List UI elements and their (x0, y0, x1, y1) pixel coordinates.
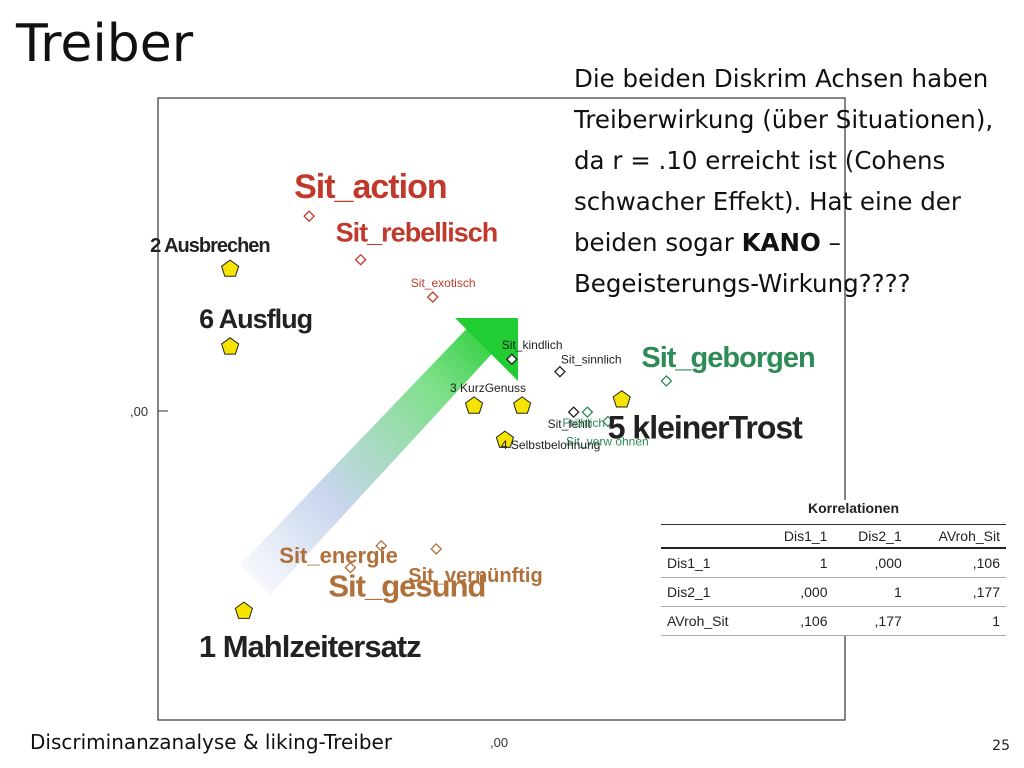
explanation-note: Die beiden Diskrim Achsen haben Treiberw… (574, 58, 1014, 304)
table-cell: ,000 (759, 577, 834, 607)
table-row: Dis2_1 ,000 1 ,177 (661, 577, 1006, 607)
column-header: Dis1_1 (759, 524, 834, 549)
table-header-row: Dis1_1 Dis2_1 AVroh_Sit (661, 524, 1006, 549)
diamond-point (426, 291, 439, 303)
diamond-point (581, 406, 594, 419)
point-label: Sit_vernünftig (408, 565, 542, 587)
diamond-point (430, 543, 443, 555)
pentagon-point (495, 430, 515, 448)
page-number: 25 (992, 738, 1010, 754)
arrow-head (455, 318, 518, 381)
table-row: Dis1_1 1 ,000 ,106 (661, 548, 1006, 578)
table-cell: 1 (759, 548, 834, 578)
point-label: Sit_fehlt (548, 417, 592, 431)
point-label: Sit_energie (279, 543, 398, 568)
note-text-2: – Begeisterungs-Wirkung???? (574, 228, 911, 298)
diamond-point (567, 406, 580, 419)
diamond-point (553, 365, 566, 378)
table-cell: ,177 (907, 577, 1006, 607)
table-cell: ,000 (833, 548, 908, 578)
row-label: Dis2_1 (661, 577, 760, 607)
correlation-table: Korrelationen Dis1_1 Dis2_1 AVroh_Sit Di… (661, 500, 1006, 636)
point-label: Sit_geborgen (641, 342, 814, 374)
trend-arrow (240, 318, 518, 595)
row-label: Dis1_1 (661, 548, 760, 578)
point-label: Sit_rebellisch (336, 218, 498, 248)
pentagon-point (221, 259, 240, 277)
row-label: AVroh_Sit (661, 606, 760, 636)
point-label: 1 Mahlzeitersatz (199, 629, 421, 664)
point-label: Sit_gesund (328, 569, 485, 604)
point-label: 3 KurzGenuss (450, 381, 526, 395)
slide-footer: Discriminanzanalyse & liking-Treiber (30, 730, 393, 754)
x-zero-tick-label: ,00 (490, 735, 508, 750)
point-label: Sit_exotisch (411, 276, 476, 290)
pentagon-point (464, 396, 484, 414)
diamond-point (660, 375, 673, 387)
pentagon-point (221, 337, 240, 355)
pentagon-point (612, 390, 631, 408)
note-text-1: Die beiden Diskrim Achsen haben Treiberw… (574, 64, 994, 257)
point-label: 4 Selbstbelohnung (501, 438, 600, 452)
point-label: Fröhlich (562, 416, 605, 430)
axis-ticks: ,00 ,00 (130, 404, 508, 750)
point-label: Sit_kindlich (502, 338, 563, 352)
diamond-point (375, 539, 388, 552)
y-zero-tick-label: ,00 (130, 404, 148, 419)
diamond-point (344, 561, 357, 574)
point-label: 5 kleinerTrost (608, 410, 803, 446)
diamond-point (354, 253, 367, 266)
arrow-shaft (240, 320, 500, 595)
column-header: Dis2_1 (833, 524, 908, 549)
table-cell: ,106 (907, 548, 1006, 578)
correlation-grid: Dis1_1 Dis2_1 AVroh_Sit Dis1_1 1 ,000 ,1… (661, 524, 1006, 636)
table-cell: 1 (833, 577, 908, 607)
pentagon-point (234, 601, 253, 619)
slide-title: Treiber (16, 14, 194, 74)
note-bold-kano: KANO (741, 228, 821, 257)
correlation-table-title: Korrelationen (807, 500, 899, 516)
table-cell: 1 (907, 606, 1006, 636)
pentagon-point (513, 396, 532, 414)
table-row: AVroh_Sit ,106 ,177 1 (661, 606, 1006, 636)
table-cell: ,106 (759, 606, 834, 636)
diamond-point (602, 415, 614, 428)
diamond-point (505, 353, 518, 366)
point-label: Sit_sinnlich (561, 353, 622, 367)
table-corner-cell (661, 524, 760, 549)
diamond-point (303, 210, 316, 223)
column-header: AVroh_Sit (907, 524, 1006, 549)
table-cell: ,177 (833, 606, 908, 636)
point-label: 6 Ausflug (199, 304, 312, 334)
point-label: Sit_verw öhnen (566, 434, 649, 448)
point-label: 2 Ausbrechen (150, 235, 270, 257)
point-label: Sit_action (294, 168, 446, 206)
